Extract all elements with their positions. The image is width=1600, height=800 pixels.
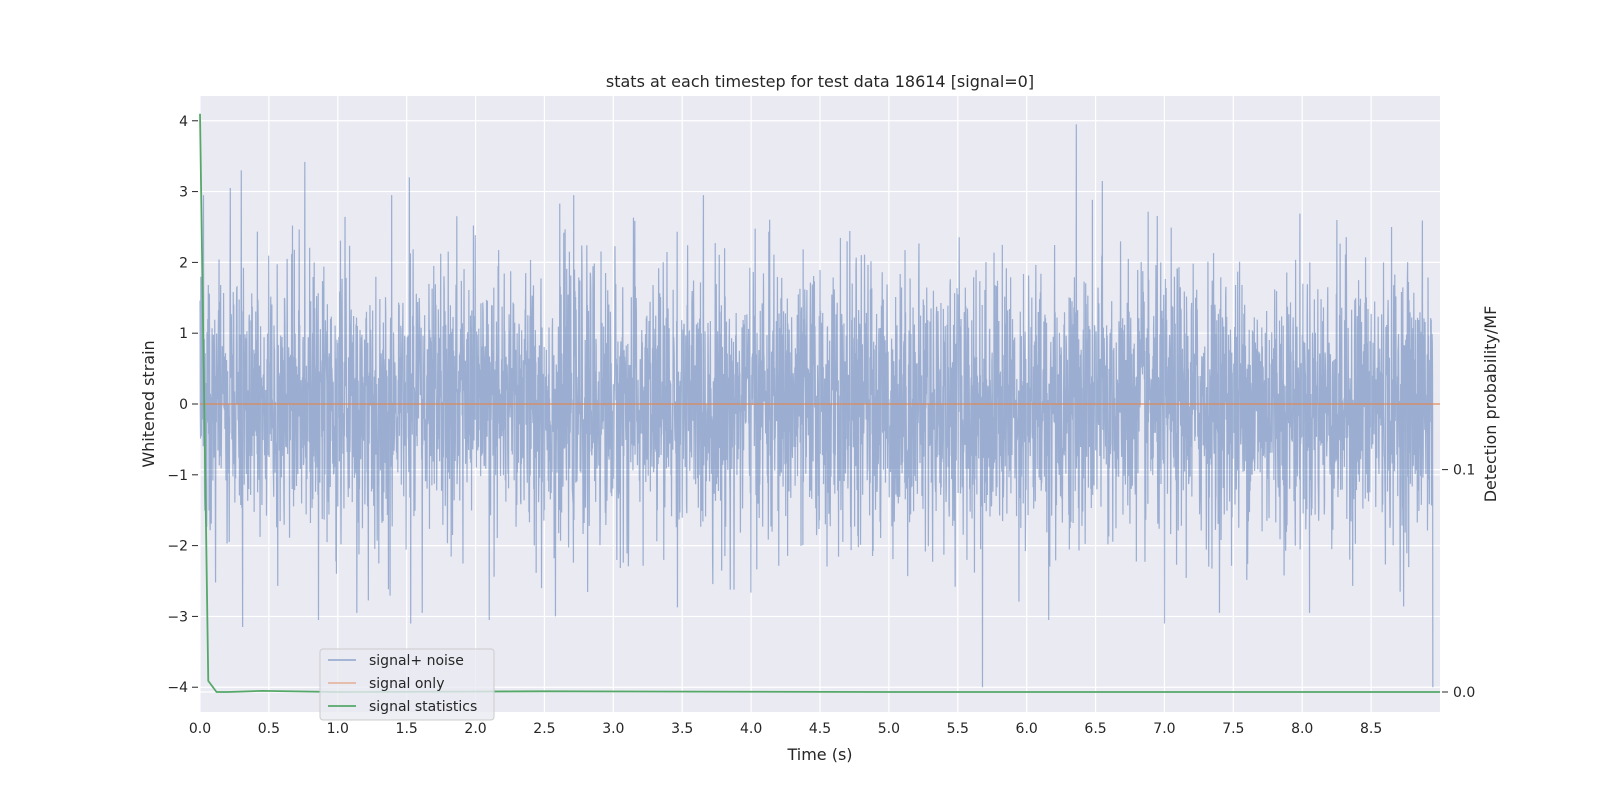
series-signal-noise (199, 124, 1434, 688)
y-tick-label: −2 (167, 539, 188, 555)
x-tick-label: 6.5 (1084, 721, 1106, 737)
legend-label-signal-only: signal only (369, 676, 444, 692)
y-tick-label: 2 (179, 255, 188, 271)
x-tick-label: 7.0 (1153, 721, 1175, 737)
y-tick-label: −4 (167, 680, 188, 696)
y-right-tick-label: 0.0 (1453, 685, 1475, 701)
legend-box (319, 648, 495, 721)
legend: signal+ noise signal only signal statist… (319, 648, 495, 721)
x-tick-label: 5.0 (878, 721, 900, 737)
x-tick-label: 7.5 (1222, 721, 1244, 737)
x-tick-label: 2.5 (533, 721, 555, 737)
x-tick-label: 6.0 (1016, 721, 1038, 737)
y-axis-right-label: Detection probability/MF (1481, 306, 1500, 503)
x-tick-label: 1.5 (396, 721, 418, 737)
legend-label-signal-noise: signal+ noise (369, 653, 464, 669)
legend-label-signal-statistics: signal statistics (369, 699, 477, 715)
x-tick-label: 0.5 (258, 721, 280, 737)
y-tick-label: 3 (179, 185, 188, 201)
x-tick-label: 5.5 (947, 721, 969, 737)
y-axis-label: Whitened strain (139, 340, 158, 467)
x-tick-label: 4.0 (740, 721, 762, 737)
x-tick-label: 0.0 (189, 721, 211, 737)
x-tick-label: 8.5 (1360, 721, 1382, 737)
x-tick-label: 3.5 (671, 721, 693, 737)
x-axis-label: Time (s) (786, 745, 852, 764)
x-tick-label: 1.0 (327, 721, 349, 737)
y-tick-label: −1 (167, 468, 188, 484)
x-tick-label: 4.5 (809, 721, 831, 737)
y-tick-label: 4 (179, 114, 188, 130)
x-tick-label: 3.0 (602, 721, 624, 737)
series-signal-statistics (199, 113, 1440, 693)
series-layer (199, 113, 1440, 693)
y-tick-label: −3 (167, 609, 188, 625)
y-axis-left: −4 −3 −2 −1 0 1 2 3 4 (167, 114, 198, 696)
chart-title: stats at each timestep for test data 186… (606, 72, 1034, 91)
x-tick-label: 2.0 (464, 721, 486, 737)
y-tick-label: 1 (179, 326, 188, 342)
x-axis: 0.0 0.5 1.0 1.5 2.0 2.5 3.0 3.5 4.0 4.5 5.0 5.5 6.0 6… (189, 721, 1382, 737)
y-tick-label: 0 (179, 397, 188, 413)
x-tick-label: 8.0 (1291, 721, 1313, 737)
y-right-tick-label: 0.1 (1453, 463, 1475, 479)
y-axis-right: 0.0 0.1 (1442, 463, 1475, 701)
